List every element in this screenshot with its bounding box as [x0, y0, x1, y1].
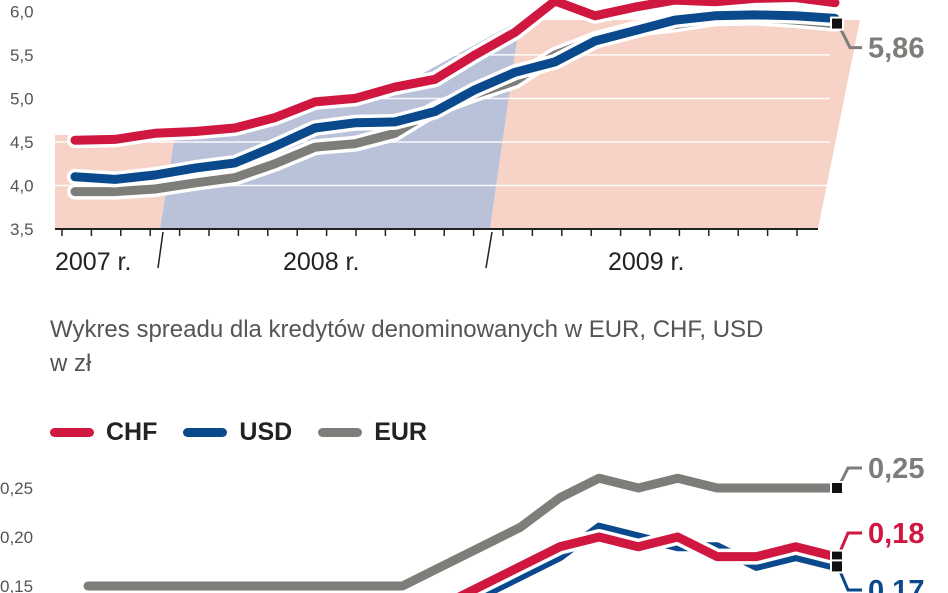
- legend-swatch-eur: [318, 427, 363, 437]
- series-line: [457, 532, 840, 593]
- y-tick-label: 5,0: [10, 89, 34, 108]
- end-value-labels: 5,86: [830, 16, 924, 65]
- legend-swatch-usd: [183, 427, 228, 437]
- end-label-usd: 0,17: [868, 575, 924, 593]
- legend-item-usd: USD: [183, 418, 292, 447]
- y-axis-ticks: 0,15 0,20 0,25: [0, 479, 33, 593]
- leader-line: [836, 22, 862, 50]
- legend-label-eur: EUR: [374, 417, 427, 446]
- y-tick-label: 4,0: [10, 176, 34, 195]
- end-marker: [830, 559, 844, 574]
- y-tick-label: 0,15: [0, 577, 33, 593]
- caption-line-2: w zł: [50, 350, 92, 377]
- end-label-chf: 0,18: [868, 518, 924, 550]
- legend-label-chf: CHF: [106, 417, 158, 446]
- legend-label-usd: USD: [239, 417, 293, 446]
- band-2009: [490, 20, 860, 229]
- leader-line: [836, 531, 862, 558]
- exchange-rate-chart: 3,5 4,0 4,5 5,0 5,5 6,0 2007 r. 2008 r. 2009 r.…: [10, 0, 924, 276]
- end-marker: [830, 481, 844, 495]
- series-line: [83, 473, 840, 591]
- y-axis-ticks: 3,5 4,0 4,5 5,0 5,5 6,0: [10, 2, 34, 239]
- end-label-eur: 0,25: [868, 453, 924, 485]
- series-lines: [67, 0, 843, 200]
- y-tick-label: 3,5: [10, 220, 34, 239]
- end-label-eur: 5,86: [868, 33, 924, 65]
- chart-caption: Wykres spreadu dla kredytów denominowany…: [50, 313, 850, 381]
- year-label: 2009 r.: [608, 248, 684, 276]
- y-tick-label: 4,5: [10, 133, 34, 152]
- series-chf: [449, 529, 843, 593]
- series-usd: [67, 6, 843, 188]
- series-eur: [80, 470, 843, 593]
- series-chf: [67, 0, 843, 149]
- year-divider: [485, 231, 493, 269]
- end-marker: [830, 16, 844, 31]
- y-tick-label: 0,25: [0, 479, 33, 498]
- legend: CHF USD EUR: [50, 416, 427, 448]
- series-halo: [80, 470, 843, 593]
- series-line: [70, 0, 840, 145]
- year-divider: [157, 231, 164, 269]
- series-lines: [80, 470, 843, 593]
- legend-item-chf: CHF: [50, 418, 157, 447]
- series-line: [70, 10, 840, 184]
- legend-item-eur: EUR: [318, 418, 427, 447]
- y-tick-label: 0,20: [0, 528, 33, 547]
- legend-swatch-chf: [50, 427, 94, 437]
- y-tick-label: 6,0: [10, 2, 34, 21]
- year-label: 2008 r.: [283, 248, 359, 276]
- y-tick-label: 5,5: [10, 46, 34, 65]
- year-label: 2007 r.: [55, 248, 131, 276]
- end-value-labels: 0,25 0,18 0,17: [830, 453, 924, 593]
- spread-chart: 0,15 0,20 0,25 0,25 0,18 0,17: [0, 453, 924, 593]
- x-axis: 2007 r. 2008 r. 2009 r.: [55, 228, 818, 276]
- caption-line-1: Wykres spreadu dla kredytów denominowany…: [50, 316, 764, 343]
- leader-line: [836, 565, 862, 592]
